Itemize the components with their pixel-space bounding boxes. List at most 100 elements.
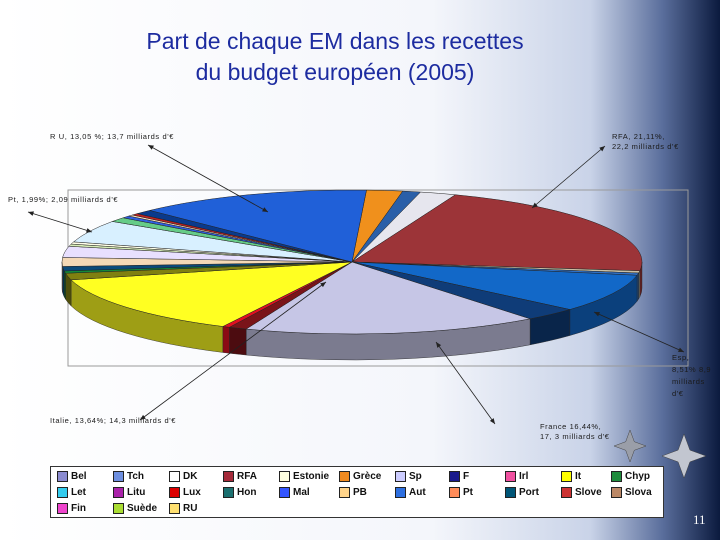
star-icon-2 bbox=[661, 433, 707, 479]
legend-label: RFA bbox=[237, 471, 257, 482]
annotation-pt: Pt, 1,99%; 2,09 milliards d'€ bbox=[8, 195, 119, 204]
legend-item: Irl bbox=[505, 469, 528, 484]
title-line-2: du budget européen (2005) bbox=[195, 59, 475, 85]
pie-slice-ru bbox=[149, 189, 367, 263]
legend-item: Pt bbox=[449, 485, 473, 500]
legend-swatch bbox=[113, 471, 124, 482]
arrow-pt-head bbox=[86, 228, 92, 233]
pie-top-layer bbox=[61, 189, 643, 335]
arrow-rfa-head bbox=[532, 202, 538, 208]
legend-swatch bbox=[449, 471, 460, 482]
legend-swatch bbox=[561, 487, 572, 498]
legend-swatch bbox=[505, 487, 516, 498]
arrow-ru-head bbox=[262, 207, 268, 212]
legend-item: Mal bbox=[279, 485, 310, 500]
legend-swatch bbox=[611, 487, 622, 498]
legend-item: Fin bbox=[57, 501, 86, 516]
legend-swatch bbox=[395, 471, 406, 482]
legend-swatch bbox=[339, 487, 350, 498]
arrow-france bbox=[435, 341, 496, 425]
legend-label: Litu bbox=[127, 487, 146, 498]
legend-swatch bbox=[113, 503, 124, 514]
arrow-pt bbox=[27, 211, 93, 233]
legend-item: Let bbox=[57, 485, 86, 500]
pie-side-tch bbox=[62, 266, 65, 298]
legend-label: F bbox=[463, 471, 470, 482]
legend-item: Bel bbox=[57, 469, 87, 484]
legend-label: Slova bbox=[625, 487, 652, 498]
legend-label: PB bbox=[353, 487, 367, 498]
page-number: 11 bbox=[693, 512, 706, 527]
legend-label: Port bbox=[519, 487, 539, 498]
arrow-italie-head bbox=[140, 414, 146, 420]
legend-swatch bbox=[279, 471, 290, 482]
title-line-1: Part de chaque EM dans les recettes bbox=[146, 28, 524, 54]
pie-slice-rfa bbox=[351, 194, 643, 272]
legend-swatch bbox=[561, 471, 572, 482]
arrow-rfa bbox=[531, 145, 606, 209]
legend-swatch bbox=[449, 487, 460, 498]
arrow-italie-head bbox=[320, 282, 326, 288]
annotation-italie: Italie, 13,64%; 14,3 milliards d'€ bbox=[50, 416, 177, 425]
legend-item: Suède bbox=[113, 501, 157, 516]
legend-label: Bel bbox=[71, 471, 87, 482]
arrow-ru-head bbox=[148, 145, 154, 150]
legend-item: Port bbox=[505, 485, 539, 500]
legend-label: Suède bbox=[127, 503, 158, 514]
star-icon-1 bbox=[613, 429, 647, 463]
arrow-esp-head bbox=[594, 312, 600, 317]
pie-slice-france bbox=[245, 261, 531, 335]
legend-label: RU bbox=[183, 503, 198, 514]
annotation-rfa: RFA, 21,11%, 22,2 milliards d'€ bbox=[612, 132, 679, 151]
legend-label: Slove bbox=[575, 487, 602, 498]
legend-swatch bbox=[57, 503, 68, 514]
legend-label: Hon bbox=[237, 487, 257, 498]
annotation-ru: R U, 13,05 %; 13,7 milliards d'€ bbox=[50, 132, 175, 141]
legend-item: PB bbox=[339, 485, 367, 500]
chart-legend: Bel Tch DK RFA Estonie Grèce Sp F Irl It Chyp Let Li… bbox=[50, 466, 664, 518]
legend-item: F bbox=[449, 469, 469, 484]
legend-swatch bbox=[339, 471, 350, 482]
legend-label: Sp bbox=[409, 471, 422, 482]
legend-item: It bbox=[561, 469, 581, 484]
legend-label: Let bbox=[71, 487, 86, 498]
arrow-esp bbox=[593, 311, 685, 353]
legend-item: Litu bbox=[113, 485, 145, 500]
arrow-france-head bbox=[489, 418, 495, 424]
arrow-italie bbox=[139, 281, 327, 421]
legend-swatch bbox=[611, 471, 622, 482]
arrow-ru bbox=[147, 144, 269, 213]
legend-swatch bbox=[223, 487, 234, 498]
legend-label: Lux bbox=[183, 487, 201, 498]
legend-label: Grèce bbox=[353, 471, 382, 482]
arrow-esp-head bbox=[678, 347, 684, 352]
legend-item: Hon bbox=[223, 485, 256, 500]
legend-swatch bbox=[169, 487, 180, 498]
legend-swatch bbox=[505, 471, 516, 482]
annotation-esp: Esp, 8,51% 8,9 milliards d'€ bbox=[672, 353, 712, 398]
legend-swatch bbox=[57, 487, 68, 498]
legend-item: Sp bbox=[395, 469, 422, 484]
annotation-france: France 16,44%, 17, 3 milliards d'€ bbox=[540, 422, 610, 441]
legend-swatch bbox=[279, 487, 290, 498]
legend-swatch bbox=[169, 471, 180, 482]
legend-swatch bbox=[57, 471, 68, 482]
pie-slice-italie bbox=[70, 261, 353, 327]
legend-label: Tch bbox=[127, 471, 145, 482]
legend-label: Pt bbox=[463, 487, 473, 498]
legend-label: Fin bbox=[71, 503, 86, 514]
legend-item: Lux bbox=[169, 485, 201, 500]
arrow-pt-head bbox=[28, 211, 34, 216]
legend-swatch bbox=[113, 487, 124, 498]
pie-side-aut bbox=[636, 272, 639, 302]
legend-swatch bbox=[223, 471, 234, 482]
annotation-arrows bbox=[27, 144, 685, 425]
legend-swatch bbox=[169, 503, 180, 514]
legend-swatch bbox=[395, 487, 406, 498]
legend-label: It bbox=[575, 471, 582, 482]
legend-item: Slove bbox=[561, 485, 602, 500]
legend-item: Slova bbox=[611, 485, 652, 500]
legend-label: Aut bbox=[409, 487, 426, 498]
pie-side-lux bbox=[222, 326, 230, 354]
